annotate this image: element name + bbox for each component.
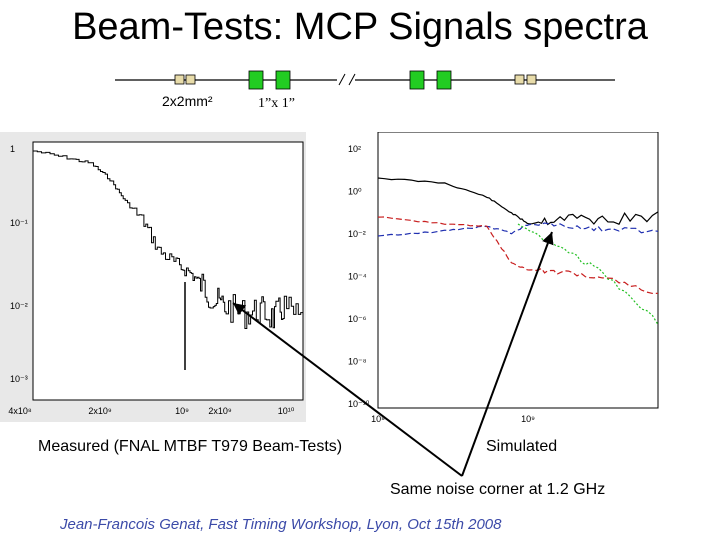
simulated-series-line <box>517 223 659 325</box>
x-tick-label: 2x10⁹ <box>208 406 232 416</box>
y-tick-label: 10⁻³ <box>10 374 28 384</box>
page-title: Beam-Tests: MCP Signals spectra <box>72 6 648 48</box>
large-pad <box>436 70 452 90</box>
y-tick-label: 10⁻⁴ <box>348 272 367 282</box>
small-pad <box>174 74 185 85</box>
y-tick-label: 10⁰ <box>348 187 362 197</box>
detector-schematic <box>115 70 615 90</box>
pad-size-large-label: 1”x 1” <box>258 96 295 111</box>
measured-series-line <box>33 150 304 329</box>
y-tick-label: 10⁻¹⁰ <box>348 399 370 409</box>
x-tick-label: 10⁹ <box>175 406 189 416</box>
large-pad <box>275 70 291 90</box>
plot-artifact <box>62 310 68 328</box>
small-pad <box>514 74 525 85</box>
pad-size-small-label: 2x2mm² <box>162 93 213 109</box>
x-tick-label: 4x10⁸ <box>8 406 32 416</box>
measured-spectrum-plot: 1 10⁻¹ 10⁻² 10⁻³ 4x10⁸ 2x10⁹ 10⁹ 2x10⁹ 10¹⁰ <box>0 132 306 422</box>
simulated-series-line <box>377 216 659 295</box>
x-tick-label: 10⁸ <box>371 414 385 424</box>
y-tick-label: 10⁻¹ <box>10 218 28 228</box>
small-pad <box>526 74 537 85</box>
y-tick-label: 10² <box>348 144 361 154</box>
x-tick-label: 2x10⁹ <box>88 406 112 416</box>
y-tick-label: 10⁻² <box>10 301 28 311</box>
simulated-series <box>377 177 659 325</box>
simulated-caption: Simulated <box>486 438 558 455</box>
y-tick-label: 10⁻² <box>348 229 366 239</box>
large-pad <box>409 70 425 90</box>
y-tick-label: 1 <box>10 144 15 154</box>
measured-tick-labels: 1 10⁻¹ 10⁻² 10⁻³ 4x10⁸ 2x10⁹ 10⁹ 2x10⁹ 10¹⁰ <box>8 144 294 416</box>
measured-series <box>33 150 304 370</box>
large-pad <box>248 70 264 90</box>
x-tick-label: 10¹⁰ <box>278 406 295 416</box>
x-tick-label: 10⁹ <box>521 414 535 424</box>
simulated-series-line <box>377 222 659 237</box>
y-tick-label: 10⁻⁸ <box>348 357 367 367</box>
footer-credit: Jean-Francois Genat, Fast Timing Worksho… <box>60 516 502 533</box>
y-tick-label: 10⁻⁶ <box>348 314 367 324</box>
arrow-to-measured <box>232 302 463 477</box>
measured-caption: Measured (FNAL MTBF T979 Beam-Tests) <box>38 438 343 455</box>
arrow-to-simulated <box>461 231 554 477</box>
simulated-series-line <box>377 177 659 226</box>
noise-corner-caption: Same noise corner at 1.2 GHz <box>390 481 606 498</box>
small-pad <box>185 74 196 85</box>
